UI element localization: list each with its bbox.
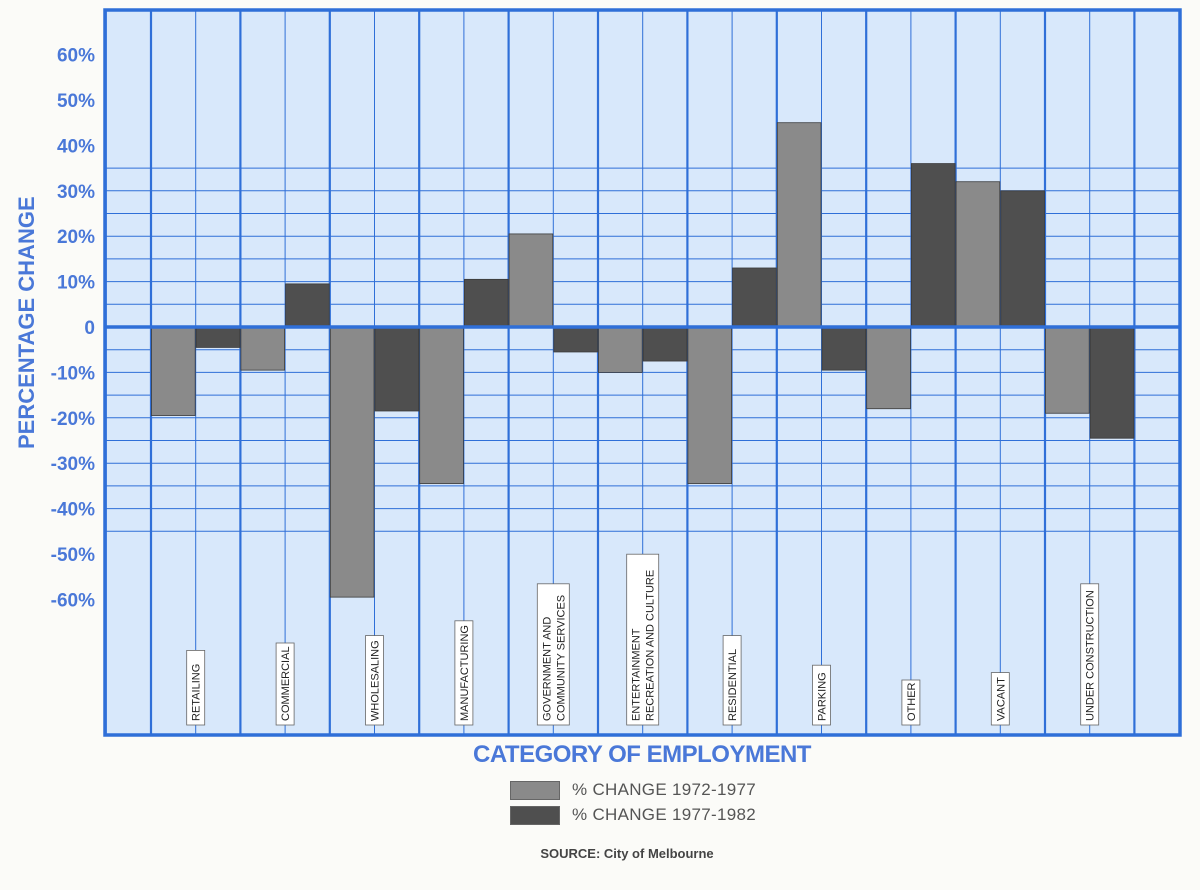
x-tick-label-box [990,672,1010,726]
x-tick-label-box [454,620,474,726]
x-tick-label-text: COMMUNITY SERVICES [555,595,567,721]
bar-1972-1977-under-construction [1045,326,1090,414]
bar-1972-1977-vacant [955,181,1001,328]
x-tick-label: MANUFACTURING [454,620,474,726]
x-tick-label: COMMERCIAL [275,642,295,726]
bar-1977-1982-manufacturing [463,278,509,328]
legend-swatch-1977-1982 [510,805,560,825]
x-tick-label-text: ENTERTAINMENT [631,628,643,721]
bar-1977-1982-commercial [285,283,330,328]
x-tick-label-box [536,583,570,726]
bar-1977-1982-parking [821,326,867,371]
x-tick-label-text: VACANT [995,677,1007,721]
plot-frame [103,8,1182,737]
bar-1972-1977-parking [776,122,822,328]
x-tick-label: PARKING [812,664,831,726]
legend-item-1977-1982: % CHANGE 1977-1982 [510,804,756,826]
bar-1977-1982-government-and-community-services [553,326,598,353]
y-tick-label: -50% [51,545,95,566]
x-tick-label-text: MANUFACTURING [459,625,471,721]
bar-1972-1977-commercial [240,326,285,371]
x-tick-label-text: COMMERCIAL [280,646,292,721]
y-axis-title: PERCENTAGE CHANGE [14,196,39,450]
y-tick-label: 40% [57,136,95,157]
x-tick-label-text: GOVERNMENT AND [541,617,553,721]
x-tick-label-box [626,553,660,726]
x-tick-label: ENTERTAINMENT RECREATION AND CULTURE [626,553,660,726]
x-tick-label: VACANT [990,672,1010,726]
bar-1972-1977-government-and-community-services [508,233,554,328]
x-tick-label-text: PARKING [817,672,829,721]
x-tick-label-text: OTHER [906,682,918,721]
bar-1977-1982-retailing [195,326,241,348]
x-tick-label-box [275,642,295,726]
bar-1972-1977-residential [687,326,733,485]
x-tick-label: RESIDENTIAL [722,635,742,726]
y-tick-label: -20% [51,409,95,430]
y-tick-label: -40% [51,500,95,521]
y-tick-label: 30% [57,182,95,203]
bar-1977-1982-vacant [1000,190,1045,328]
legend-label-1972-1977: % CHANGE 1972-1977 [572,780,756,799]
x-tick-label: RETAILING [186,650,206,726]
x-tick-label-text: RESIDENTIAL [727,649,739,721]
x-tick-label-box [812,664,831,726]
x-tick-label-text: UNDER CONSTRUCTION [1085,590,1097,721]
y-tick-label: -10% [51,363,95,384]
bar-1977-1982-under-construction [1089,326,1135,439]
y-tick-label: -30% [51,454,95,475]
bar-1977-1982-entertainment-recreation-and-culture [642,326,688,362]
x-tick-label: GOVERNMENT AND COMMUNITY SERVICES [536,583,570,726]
legend-label-1977-1982: % CHANGE 1977-1982 [572,805,756,824]
source-note: SOURCE: City of Melbourne [540,846,714,861]
x-tick-label: OTHER [901,679,921,726]
x-tick-label-text: RETAILING [191,664,203,721]
bar-1972-1977-manufacturing [419,326,464,485]
legend-item-1972-1977: % CHANGE 1972-1977 [510,779,756,801]
bar-1977-1982-wholesaling [374,326,420,412]
bar-1972-1977-wholesaling [329,326,375,598]
x-tick-label-box [1080,583,1100,726]
bar-1977-1982-residential [732,267,777,328]
bar-1972-1977-retailing [151,326,196,416]
legend-swatch-1972-1977 [510,780,560,800]
bar-1972-1977-entertainment-recreation-and-culture [598,326,643,373]
x-tick-label: UNDER CONSTRUCTION [1080,583,1100,726]
y-tick-label: 0 [84,318,95,339]
bar-1972-1977-other [866,326,911,410]
y-tick-label: 10% [57,273,95,294]
x-tick-label-text: WHOLESALING [370,640,382,721]
y-tick-label: 20% [57,227,95,248]
y-tick-label: 50% [57,91,95,112]
x-tick-label-box [186,650,206,726]
y-tick-label: 60% [57,46,95,67]
y-tick-label: -60% [51,590,95,611]
x-tick-label-box [722,635,742,726]
x-tick-label-box [365,635,384,726]
x-axis-title: CATEGORY OF EMPLOYMENT [473,741,811,768]
x-tick-label-text: RECREATION AND CULTURE [645,570,657,721]
bar-1977-1982-other [911,163,956,328]
x-tick-label: WHOLESALING [365,635,384,726]
x-tick-label-box [901,679,921,726]
